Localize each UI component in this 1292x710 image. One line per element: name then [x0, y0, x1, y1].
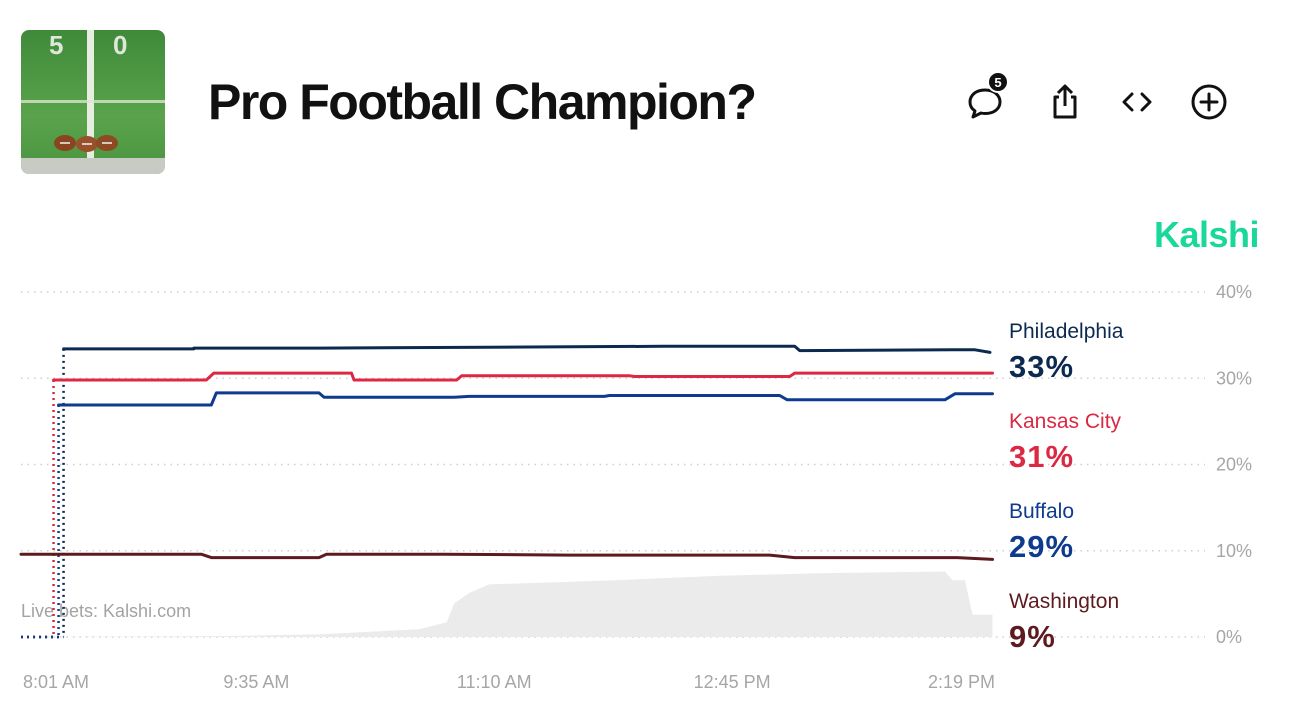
- series-line: [62, 344, 992, 354]
- football-field-icon: 5 0: [21, 30, 165, 174]
- kalshi-logo: Kalshi: [1153, 214, 1260, 255]
- series-name-label: Philadelphia: [1009, 320, 1124, 343]
- y-tick-label: 0%: [1216, 627, 1242, 647]
- series-name-label: Buffalo: [1009, 500, 1074, 523]
- chat-bubble-icon: [968, 88, 1002, 119]
- series-name-label: Washington: [1009, 590, 1119, 613]
- x-tick-label: 9:35 AM: [223, 672, 289, 692]
- svg-text:5: 5: [49, 30, 63, 60]
- embed-button[interactable]: [1115, 80, 1159, 124]
- volume-area: [21, 571, 993, 637]
- series-value-label: 33%: [1009, 349, 1074, 384]
- series-line: [19, 552, 994, 561]
- thumbnail-image: 5 0: [21, 30, 165, 174]
- x-tick-label: 11:10 AM: [457, 672, 532, 692]
- series-value-label: 9%: [1009, 619, 1056, 654]
- watermark-text: Live bets: Kalshi.com: [21, 601, 191, 621]
- plus-circle-icon: [1191, 84, 1227, 120]
- series-name-label: Kansas City: [1009, 410, 1122, 433]
- comments-badge: 5: [987, 71, 1009, 93]
- share-icon: [1053, 84, 1077, 119]
- code-icon: [1122, 92, 1152, 112]
- x-tick-label: 12:45 PM: [694, 672, 771, 692]
- share-button[interactable]: [1043, 80, 1087, 124]
- y-tick-label: 10%: [1216, 541, 1252, 561]
- x-tick-label: 2:19 PM: [928, 672, 995, 692]
- series-value-label: 29%: [1009, 529, 1074, 564]
- series-value-label: 31%: [1009, 439, 1074, 474]
- add-button[interactable]: [1187, 80, 1231, 124]
- y-tick-label: 20%: [1216, 455, 1252, 475]
- x-tick-label: 8:01 AM: [23, 672, 89, 692]
- series-line: [52, 371, 994, 382]
- svg-text:0: 0: [113, 30, 127, 60]
- y-tick-label: 40%: [1216, 282, 1252, 302]
- y-tick-label: 30%: [1216, 368, 1252, 388]
- page-title: Pro Football Champion?: [208, 74, 757, 130]
- comments-button[interactable]: 5: [963, 71, 1009, 124]
- series-line: [57, 391, 994, 407]
